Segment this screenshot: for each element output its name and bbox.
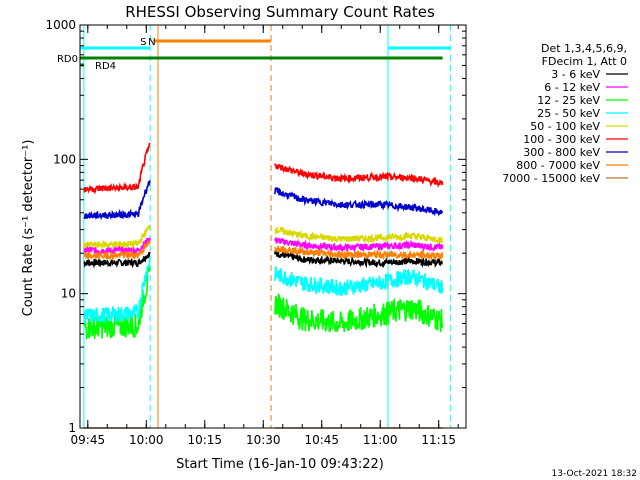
series-line xyxy=(83,257,151,324)
flag-label: RD0 xyxy=(57,54,78,65)
x-tick-label: 10:30 xyxy=(246,433,281,447)
flag-label: S xyxy=(140,37,146,48)
x-tick-label: 09:45 xyxy=(71,433,106,447)
series-line xyxy=(274,266,444,297)
series-line xyxy=(83,237,151,257)
y-axis: 1 10 100 1000 xyxy=(45,18,466,435)
chart-title: RHESSI Observing Summary Count Rates xyxy=(125,3,435,21)
y-tick-label: 10 xyxy=(61,287,76,301)
series-line xyxy=(274,226,444,245)
x-axis: 09:45 10:00 10:15 10:30 10:45 11:00 11:15 xyxy=(71,25,459,447)
series-line xyxy=(274,237,444,254)
legend-entry-label: 50 - 100 keV xyxy=(530,120,600,133)
series-line xyxy=(274,250,443,269)
legend-entry-label: 25 - 50 keV xyxy=(537,107,600,120)
series-line xyxy=(274,293,444,333)
y-tick-label: 1 xyxy=(68,421,76,435)
series-line xyxy=(274,245,444,261)
series-line xyxy=(83,240,151,262)
series-line xyxy=(274,163,444,189)
series-line xyxy=(83,180,151,221)
legend-entry-label: 300 - 800 keV xyxy=(523,146,600,159)
y-tick-label: 100 xyxy=(53,152,76,166)
x-tick-label: 10:00 xyxy=(129,433,164,447)
series-line xyxy=(83,266,151,341)
legend: Det 1,3,4,5,6,9,FDecim 1, Att 03 - 6 keV… xyxy=(502,42,628,185)
x-tick-label: 11:00 xyxy=(363,433,398,447)
series-line xyxy=(83,251,151,269)
x-tick-label: 10:15 xyxy=(187,433,222,447)
series-line xyxy=(83,224,151,251)
flag-label: RD4 xyxy=(95,61,116,72)
legend-entry-label: 12 - 25 keV xyxy=(537,94,600,107)
legend-header: FDecim 1, Att 0 xyxy=(542,55,627,68)
timestamp: 13-Oct-2021 18:32 xyxy=(552,469,637,479)
legend-entry-label: 800 - 7000 keV xyxy=(516,159,600,172)
y-axis-label: Count Rate (s⁻¹ detector⁻¹) xyxy=(21,140,36,317)
legend-entry-label: 7000 - 15000 keV xyxy=(502,172,600,185)
plot-area: S N RD0 RD4 xyxy=(57,25,451,429)
y-tick-label: 1000 xyxy=(45,18,76,32)
x-tick-label: 10:45 xyxy=(304,433,339,447)
legend-entry-label: 100 - 300 keV xyxy=(523,133,600,146)
x-axis-label: Start Time (16-Jan-10 09:43:22) xyxy=(176,457,384,472)
series-line xyxy=(83,142,151,195)
legend-entry-label: 3 - 6 keV xyxy=(551,68,600,81)
plot-frame xyxy=(79,24,467,429)
flag-label: N xyxy=(148,37,155,48)
x-tick-label: 11:15 xyxy=(421,433,456,447)
series-line xyxy=(274,186,444,217)
legend-entry-label: 6 - 12 keV xyxy=(544,81,600,94)
legend-header: Det 1,3,4,5,6,9, xyxy=(541,42,627,55)
